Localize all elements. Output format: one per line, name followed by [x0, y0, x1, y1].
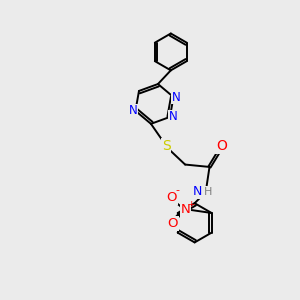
Text: N: N [169, 110, 178, 123]
Text: N: N [172, 91, 180, 103]
Text: -: - [176, 185, 179, 195]
Text: S: S [162, 139, 170, 152]
Text: O: O [166, 191, 177, 204]
Text: +: + [187, 200, 195, 209]
Text: O: O [216, 139, 227, 153]
Text: O: O [167, 217, 178, 230]
Text: N: N [193, 185, 202, 198]
Text: H: H [204, 187, 212, 197]
Text: N: N [129, 104, 137, 117]
Text: N: N [181, 203, 190, 216]
